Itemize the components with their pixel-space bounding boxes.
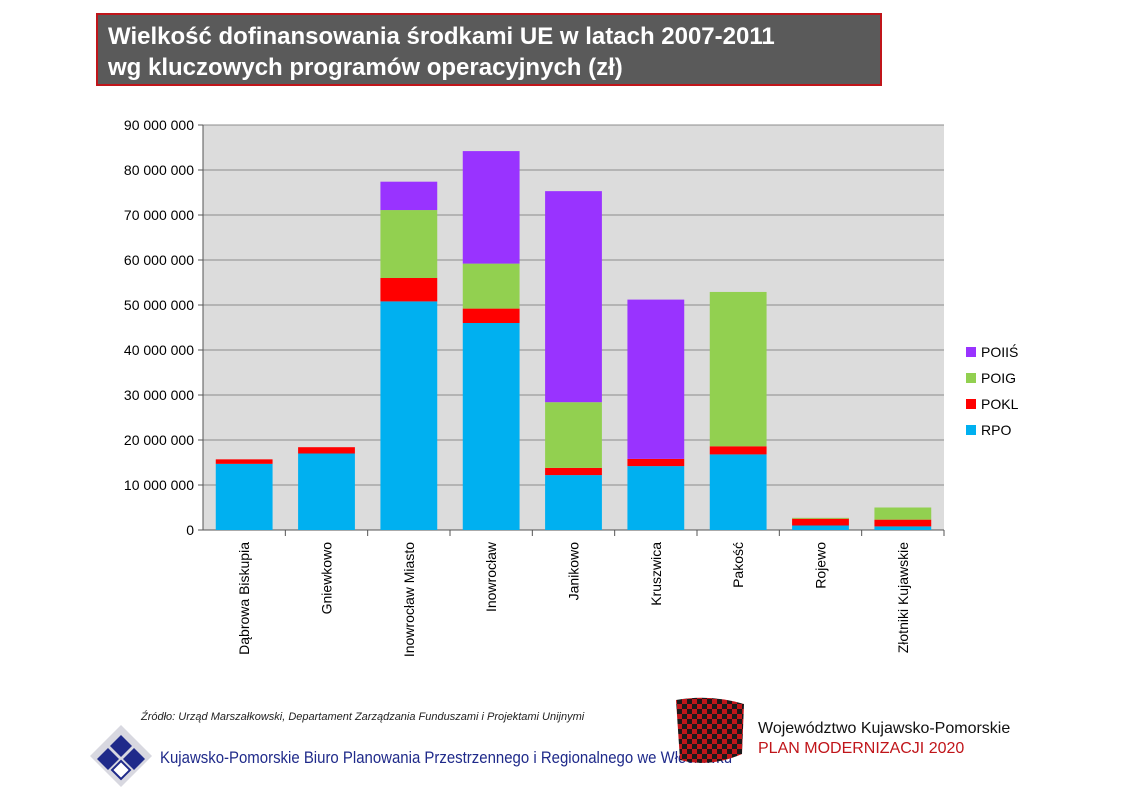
region-logo-icon xyxy=(676,697,744,763)
bar-segment-rpo xyxy=(792,525,849,530)
bar-segment-pokl xyxy=(545,467,602,476)
bar-segment-pokl xyxy=(298,447,355,454)
bar-segment-pokl xyxy=(215,459,273,464)
legend-label-pokl: POKL xyxy=(981,396,1019,412)
source-note: Źródło: Urząd Marszałkowski, Departament… xyxy=(141,711,585,723)
legend-swatch-poig xyxy=(966,373,976,383)
bar-segment-rpo xyxy=(709,454,767,530)
x-tick-label: Pakość xyxy=(730,542,746,588)
bar-segment-pokl xyxy=(462,308,520,323)
bar-segment-poig xyxy=(792,517,849,519)
stacked-bar-chart: 0 10 000 000 20 000 000 30 000 000 40 000 00… xyxy=(124,117,1019,657)
x-tick-label: Janikowo xyxy=(566,542,582,601)
bar-segment-pokl xyxy=(627,458,685,467)
legend-swatch-pokl xyxy=(966,399,976,409)
legend-swatch-poiiś xyxy=(966,347,976,357)
bar-segment-pokl xyxy=(709,446,767,455)
bar-segment-rpo xyxy=(298,453,355,530)
bar-segment-pokl xyxy=(380,278,438,302)
y-tick-label: 60 000 000 xyxy=(124,252,194,268)
bar-segment-rpo xyxy=(215,463,273,530)
y-tick-label: 90 000 000 xyxy=(124,117,194,133)
x-tick-label: Złotniki Kujawskie xyxy=(895,542,911,653)
legend-label-poiiś: POIIŚ xyxy=(981,343,1018,360)
legend-label-rpo: RPO xyxy=(981,422,1011,438)
title-banner: Wielkość dofinansowania środkami UE w la… xyxy=(96,13,882,86)
bar-segment-poig xyxy=(462,263,520,309)
y-tick-label: 10 000 000 xyxy=(124,477,194,493)
x-tick-label: Rojewo xyxy=(813,542,829,589)
x-tick-label: Inowrocław xyxy=(483,541,499,612)
bar-segment-poiiś xyxy=(627,299,685,459)
bar-segment-poig xyxy=(709,291,767,447)
bar-segment-pokl xyxy=(874,519,932,527)
bar-segment-rpo xyxy=(627,466,685,530)
region-name: Województwo Kujawsko-Pomorskie xyxy=(758,720,1011,737)
bar-segment-poig xyxy=(545,402,602,468)
bar-segment-rpo xyxy=(874,526,932,530)
y-tick-label: 50 000 000 xyxy=(124,297,194,313)
office-name: Kujawsko-Pomorskie Biuro Planowania Prze… xyxy=(160,748,733,767)
bar-segment-poig xyxy=(874,507,932,520)
legend-swatch-rpo xyxy=(966,425,976,435)
y-tick-label: 30 000 000 xyxy=(124,387,194,403)
chart-title-line-2: wg kluczowych programów operacyjnych (zł… xyxy=(108,54,623,81)
y-tick-label: 80 000 000 xyxy=(124,162,194,178)
office-logo-icon xyxy=(90,725,152,787)
bar-segment-poig xyxy=(380,210,438,278)
y-tick-label: 70 000 000 xyxy=(124,207,194,223)
x-tick-label: Inowrocław Miasto xyxy=(401,542,417,657)
plan-name: PLAN MODERNIZACJI 2020 xyxy=(758,740,965,757)
bar-segment-rpo xyxy=(545,475,602,530)
y-tick-label: 20 000 000 xyxy=(124,432,194,448)
bar-segment-poiiś xyxy=(462,151,520,264)
chart-title-line-1: Wielkość dofinansowania środkami UE w la… xyxy=(108,23,775,50)
y-tick-label: 0 xyxy=(186,522,194,538)
bar-segment-poiiś xyxy=(545,191,602,403)
bar-segment-rpo xyxy=(462,323,520,530)
bar-segment-pokl xyxy=(792,518,849,526)
y-tick-label: 40 000 000 xyxy=(124,342,194,358)
legend-label-poig: POIG xyxy=(981,370,1016,386)
x-tick-label: Kruszwica xyxy=(648,542,664,606)
bar-segment-rpo xyxy=(380,301,438,530)
x-tick-label: Dąbrowa Biskupia xyxy=(236,542,252,655)
bar-segment-poiiś xyxy=(380,181,438,211)
x-tick-label: Gniewkowo xyxy=(319,542,335,615)
